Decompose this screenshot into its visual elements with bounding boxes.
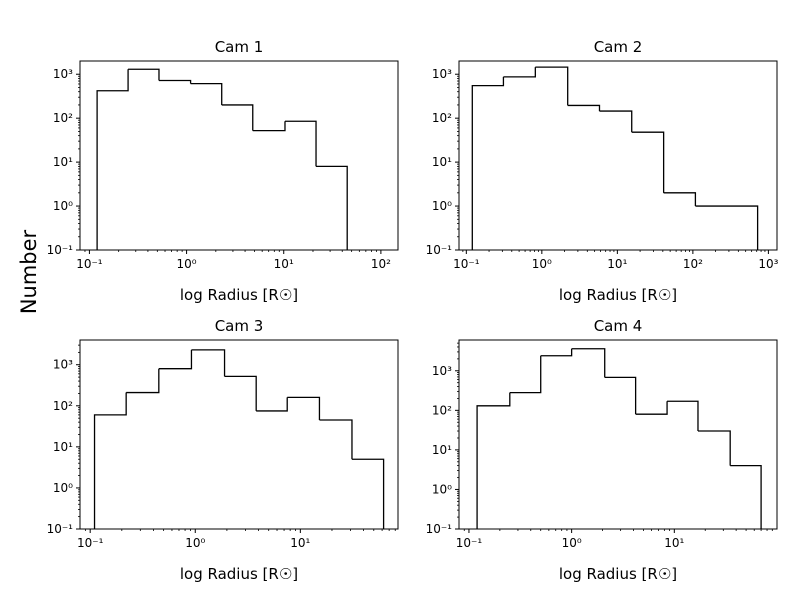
panel-3: 10⁻¹ 10⁰ 10¹ 10⁻¹ 10⁰ 10¹ 10² 10³ Cam 3 log Radiu… [47, 317, 399, 583]
panel-4: 10⁻¹ 10⁰ 10¹ 10⁻¹ 10⁰ 10¹ 10² 10³ Cam 4 log Radiu… [426, 317, 778, 583]
x-tick-label: 10⁻¹ [453, 257, 480, 271]
hist-bar [503, 67, 536, 78]
hist-bar [540, 348, 573, 357]
y-tick-label: 10⁰ [53, 199, 73, 213]
figure-ylabel: Number [17, 229, 41, 314]
x-tick-label: 10⁰ [177, 257, 197, 271]
x-tick-label: 10⁻¹ [456, 536, 483, 550]
panel-title: Cam 3 [215, 317, 264, 335]
hist-bar [471, 76, 505, 250]
hist-bar [571, 348, 606, 378]
y-tick-label: 10³ [53, 67, 73, 81]
hist-bar [191, 349, 226, 377]
y-tick-label: 10³ [432, 67, 452, 81]
y-tick-label: 10³ [53, 358, 73, 372]
hist-bar [509, 355, 542, 394]
x-tick-label: 10² [371, 257, 391, 271]
hist-bar [158, 79, 192, 84]
x-tick-label: 10³ [758, 257, 778, 271]
y-tick-label: 10⁻¹ [426, 243, 453, 257]
y-tick-label: 10⁰ [53, 481, 73, 495]
hist-bar [599, 110, 633, 133]
hist-bar [128, 68, 160, 81]
panel-2: 10⁻¹ 10⁰ 10¹ 10² 10³ 10⁻¹ 10⁰ 10¹ 10² 10³ Cam 2 log… [426, 38, 779, 304]
x-axis-label: log Radius [R☉] [180, 286, 298, 304]
hist-bar [635, 401, 668, 415]
x-tick-label: 10⁻¹ [77, 536, 104, 550]
panel-1: 10⁻¹ 10⁰ 10¹ 10² 10⁻¹ 10⁰ 10¹ 10² 10³ Cam 1 log Ra… [47, 38, 399, 304]
hist-bar [316, 165, 348, 250]
y-tick-label: 10⁻¹ [426, 522, 453, 536]
x-tick-label: 10¹ [664, 536, 684, 550]
panel-title: Cam 1 [215, 38, 264, 56]
hist-bar [319, 419, 353, 460]
y-tick-label: 10² [432, 111, 452, 125]
hist-bar [667, 400, 699, 432]
hist-bar [221, 104, 254, 131]
axes-frame [79, 60, 399, 251]
axes-frame [79, 339, 399, 530]
hist-bar [476, 392, 511, 529]
x-tick-label: 10¹ [290, 536, 310, 550]
y-tick-label: 10⁰ [432, 482, 452, 496]
panel-title: Cam 2 [594, 38, 643, 56]
y-tick-label: 10¹ [432, 443, 452, 457]
x-tick-label: 10⁰ [185, 536, 205, 550]
y-tick-label: 10² [432, 403, 452, 417]
hist-bar [695, 205, 759, 250]
hist-bar [567, 104, 601, 112]
x-tick-label: 10¹ [607, 257, 627, 271]
y-tick-label: 10⁻¹ [47, 243, 74, 257]
hist-bar [158, 349, 193, 370]
y-tick-label: 10⁻¹ [47, 522, 74, 536]
x-tick-label: 10¹ [274, 257, 294, 271]
hist-bar [93, 392, 127, 529]
axes-frame [458, 339, 778, 530]
hist-bar [697, 430, 731, 466]
x-tick-label: 10⁻¹ [76, 257, 103, 271]
hist-bar [663, 192, 697, 207]
hist-bar [190, 83, 223, 105]
y-tick-label: 10³ [432, 364, 452, 378]
y-tick-label: 10¹ [53, 155, 73, 169]
hist-bar [256, 397, 288, 412]
hist-bar [126, 368, 160, 394]
x-tick-label: 10⁰ [532, 257, 552, 271]
x-tick-label: 10² [683, 257, 703, 271]
x-axis-label: log Radius [R☉] [559, 565, 677, 583]
hist-bar [351, 458, 385, 529]
y-tick-label: 10² [53, 399, 73, 413]
hist-bar [604, 376, 637, 415]
x-axis-label: log Radius [R☉] [180, 565, 298, 583]
hist-bar [631, 131, 665, 193]
hist-bar [730, 464, 762, 529]
y-tick-label: 10¹ [432, 155, 452, 169]
x-tick-label: 10⁰ [562, 536, 582, 550]
hist-bar [535, 66, 569, 106]
axes-frame [458, 60, 778, 251]
panels: 10⁻¹ 10⁰ 10¹ 10² 10⁻¹ 10⁰ 10¹ 10² 10³ Cam 1 log Ra… [47, 38, 779, 583]
hist-bar [224, 375, 257, 411]
hist-bar [284, 120, 317, 167]
y-tick-label: 10⁰ [432, 199, 452, 213]
hist-bar [287, 396, 321, 421]
panel-title: Cam 4 [594, 317, 643, 335]
y-tick-label: 10² [53, 111, 73, 125]
hist-bar [252, 121, 286, 132]
x-axis-label: log Radius [R☉] [559, 286, 677, 304]
hist-bar [96, 69, 129, 250]
y-tick-label: 10¹ [53, 440, 73, 454]
